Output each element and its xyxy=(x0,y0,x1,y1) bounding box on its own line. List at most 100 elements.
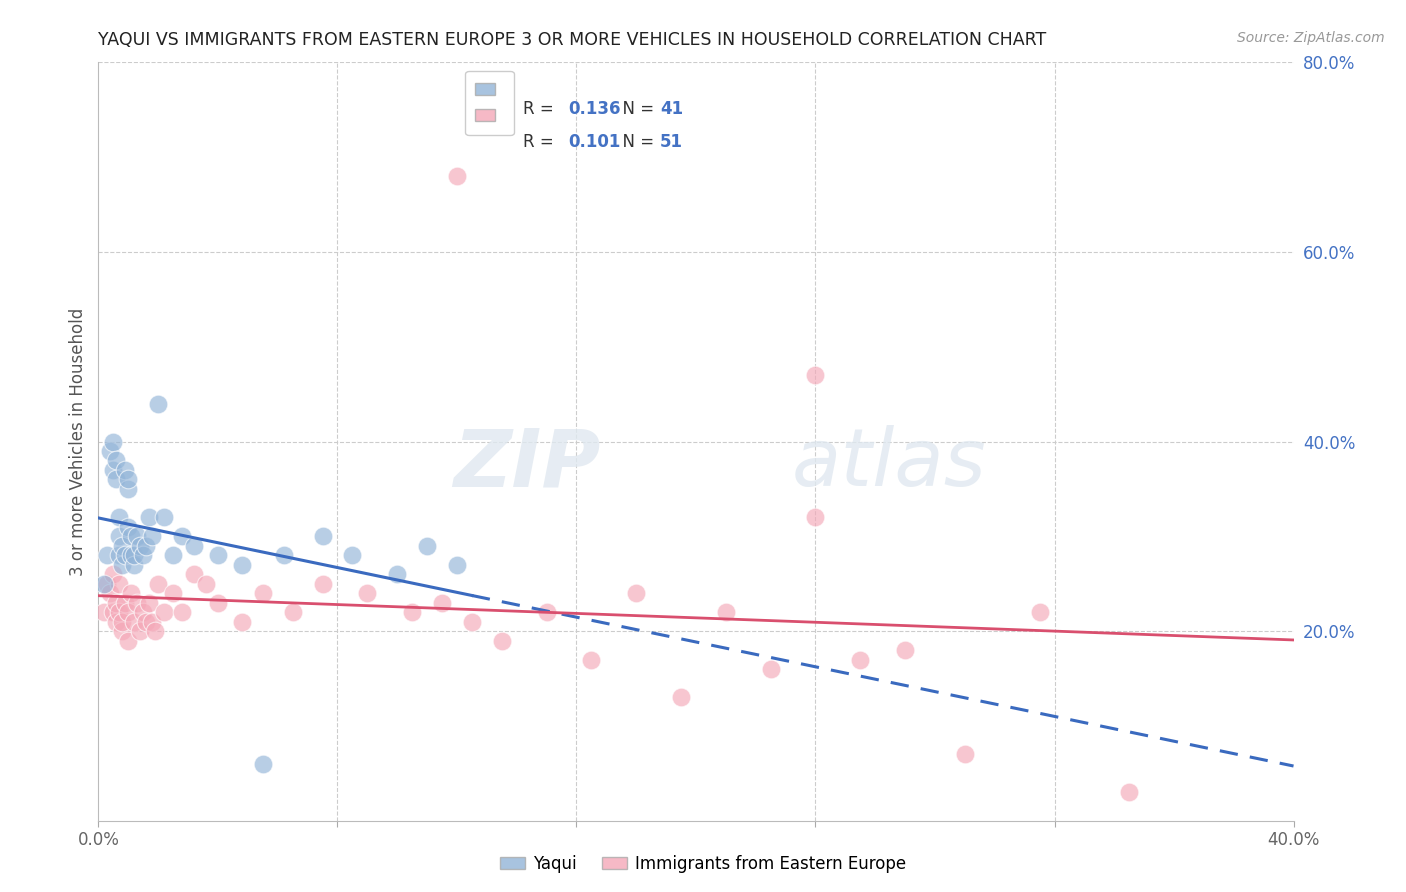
Point xyxy=(117,482,139,496)
Point xyxy=(894,643,917,657)
Point xyxy=(162,548,184,563)
Legend: Yaqui, Immigrants from Eastern Europe: Yaqui, Immigrants from Eastern Europe xyxy=(494,848,912,880)
Point xyxy=(129,539,152,553)
Point xyxy=(98,444,122,458)
Point xyxy=(141,529,163,543)
Point xyxy=(153,605,176,619)
Point xyxy=(446,558,468,572)
Point xyxy=(207,596,229,610)
Point xyxy=(231,615,253,629)
Point xyxy=(98,586,122,600)
Point xyxy=(162,586,184,600)
Point xyxy=(117,473,139,487)
Point xyxy=(536,605,558,619)
Point xyxy=(103,463,125,477)
Point xyxy=(148,576,170,591)
Point xyxy=(96,576,118,591)
Point xyxy=(311,576,333,591)
Point xyxy=(135,615,157,629)
Point xyxy=(311,529,333,543)
Point xyxy=(195,576,218,591)
Point xyxy=(356,586,378,600)
Point xyxy=(172,605,194,619)
Text: atlas: atlas xyxy=(792,425,987,503)
Point xyxy=(207,548,229,563)
Point xyxy=(103,434,125,449)
Point xyxy=(491,633,513,648)
Point xyxy=(416,539,439,553)
Point xyxy=(231,558,253,572)
Point xyxy=(108,529,131,543)
Point xyxy=(581,652,603,666)
Point xyxy=(401,605,423,619)
Point xyxy=(105,453,128,467)
Text: YAQUI VS IMMIGRANTS FROM EASTERN EUROPE 3 OR MORE VEHICLES IN HOUSEHOLD CORRELAT: YAQUI VS IMMIGRANTS FROM EASTERN EUROPE … xyxy=(98,31,1046,49)
Point xyxy=(141,615,163,629)
Text: R =: R = xyxy=(523,101,558,119)
Point xyxy=(111,539,134,553)
Point xyxy=(124,615,146,629)
Legend: , : , xyxy=(465,70,513,135)
Point xyxy=(105,615,128,629)
Text: Source: ZipAtlas.com: Source: ZipAtlas.com xyxy=(1237,31,1385,45)
Point xyxy=(114,548,136,563)
Point xyxy=(804,368,827,383)
Point xyxy=(105,473,128,487)
Point xyxy=(111,624,134,639)
Point xyxy=(132,548,155,563)
Point xyxy=(108,576,131,591)
Point xyxy=(117,605,139,619)
Point xyxy=(96,548,118,563)
Point xyxy=(252,586,274,600)
Text: 0.101: 0.101 xyxy=(568,133,620,151)
Point xyxy=(93,576,115,591)
Point xyxy=(135,539,157,553)
Point xyxy=(849,652,872,666)
Point xyxy=(117,633,139,648)
Point xyxy=(105,596,128,610)
Point xyxy=(111,615,134,629)
Point xyxy=(281,605,304,619)
Text: R =: R = xyxy=(523,133,558,151)
Point xyxy=(124,548,146,563)
Point xyxy=(714,605,737,619)
Point xyxy=(183,539,205,553)
Point xyxy=(759,662,782,676)
Point xyxy=(446,169,468,184)
Point xyxy=(132,605,155,619)
Point xyxy=(626,586,648,600)
Point xyxy=(1028,605,1050,619)
Point xyxy=(1118,785,1140,799)
Point xyxy=(143,624,166,639)
Point xyxy=(127,596,149,610)
Point xyxy=(103,567,125,582)
Text: 0.136: 0.136 xyxy=(568,101,620,119)
Point xyxy=(252,756,274,771)
Point xyxy=(120,529,142,543)
Point xyxy=(172,529,194,543)
Point xyxy=(153,510,176,524)
Point xyxy=(124,558,146,572)
Point xyxy=(183,567,205,582)
Y-axis label: 3 or more Vehicles in Household: 3 or more Vehicles in Household xyxy=(69,308,87,575)
Point xyxy=(804,510,827,524)
Point xyxy=(117,520,139,534)
Text: 51: 51 xyxy=(661,133,683,151)
Point xyxy=(93,605,115,619)
Point xyxy=(138,596,160,610)
Point xyxy=(138,510,160,524)
Point xyxy=(273,548,295,563)
Point xyxy=(385,567,409,582)
Text: N =: N = xyxy=(613,133,659,151)
Point xyxy=(669,690,692,705)
Point xyxy=(120,586,142,600)
Text: ZIP: ZIP xyxy=(453,425,600,503)
Point xyxy=(103,605,125,619)
Point xyxy=(114,463,136,477)
Text: N =: N = xyxy=(613,101,659,119)
Point xyxy=(342,548,364,563)
Point xyxy=(430,596,453,610)
Text: 41: 41 xyxy=(661,101,683,119)
Point xyxy=(120,548,142,563)
Point xyxy=(114,596,136,610)
